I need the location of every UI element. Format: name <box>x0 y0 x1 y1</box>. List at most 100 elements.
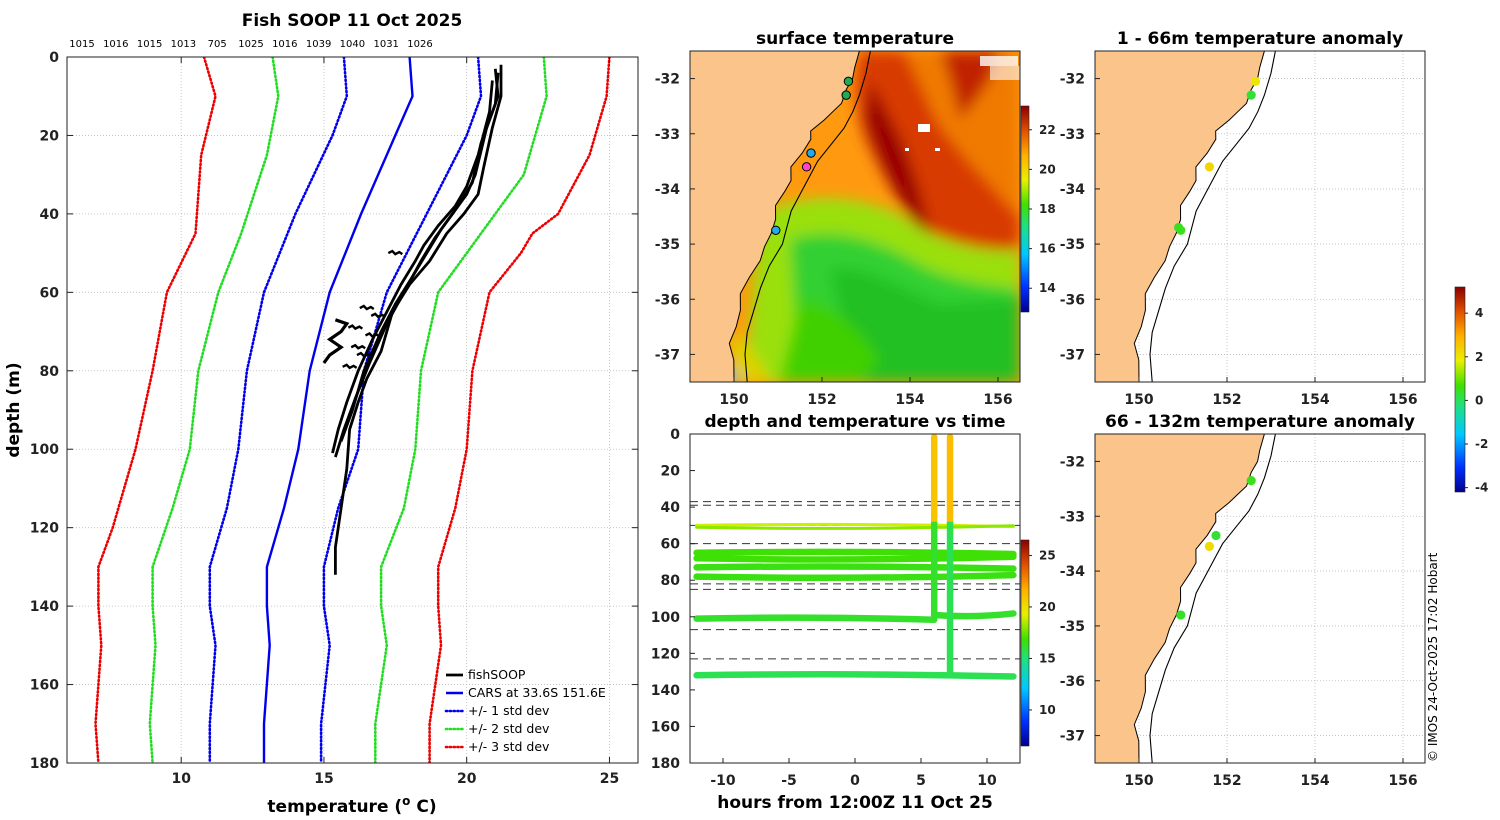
depth-time-colorbar-ticks: 10 15 20 25 <box>1029 548 1056 717</box>
anomaly-66-132-ticks: 150 152 154 156 -32 -33 -34 -35 -36 -37 <box>1060 454 1418 789</box>
profile-xtick-label: 25 <box>600 771 619 787</box>
profile-fragment <box>347 324 364 331</box>
anomaly-1-66-ticks: 150 152 154 156 -32 -33 -34 -35 -36 -37 <box>1060 72 1418 408</box>
legend-label: CARS at 33.6S 151.6E <box>468 685 606 700</box>
map-xtick-label: 152 <box>1212 773 1241 789</box>
depth-time-title: depth and temperature vs time <box>705 412 1006 432</box>
depth-time-track <box>693 671 1017 680</box>
depth-time-xtick-label: 5 <box>916 773 926 789</box>
profile-line--3-std <box>94 57 217 763</box>
depth-time-panel: depth and temperature vs time -10 -5 0 5 100… <box>651 412 1056 813</box>
colorbar-tick-label: -2 <box>1475 437 1488 451</box>
profile-grid <box>67 56 638 764</box>
depth-time-ytick-label: 0 <box>670 427 680 443</box>
map-ytick-label: -34 <box>1060 564 1086 580</box>
depth-time-ytick-label: 180 <box>651 756 680 772</box>
colorbar-tick-label: 0 <box>1475 393 1483 407</box>
depth-time-ytick-label: 160 <box>651 719 680 735</box>
profile-line-cars-mean <box>262 57 414 763</box>
profile-ytick-label: 20 <box>40 128 60 144</box>
profile-legend: fishSOOP CARS at 33.6S 151.6E +/- 1 std de… <box>444 667 606 754</box>
depth-time-ytick-label: 80 <box>661 573 681 589</box>
anomaly-marker <box>1176 610 1186 620</box>
anomaly-1-66-land <box>1095 51 1265 382</box>
depth-time-xtick-label: -5 <box>781 773 797 789</box>
profile-axes-box <box>66 56 639 764</box>
map-xtick-label: 154 <box>1300 392 1329 408</box>
profile-line-fishsoop-cast-d <box>331 80 494 454</box>
depth-time-colorbar <box>1020 539 1030 747</box>
depth-time-track <box>695 524 1015 530</box>
profile-line--1-std <box>319 57 483 763</box>
colorbar-tick-label: 14 <box>1039 281 1056 295</box>
depth-time-track <box>693 571 1017 582</box>
colorbar-tick-label: 4 <box>1475 306 1483 320</box>
map-ytick-label: -32 <box>1060 72 1085 88</box>
map-xtick-label: 156 <box>1388 392 1417 408</box>
profile-xlabel: temperature (o C) <box>267 794 436 817</box>
anomaly-66-132-shelf-contour <box>1149 434 1276 763</box>
station-id-label: 1025 <box>238 39 263 50</box>
profile-ticks: 10 15 20 25 0 20 40 60 80 100 120 140 160 180 <box>30 50 638 787</box>
profile-fragment <box>350 343 366 350</box>
profile-line-fishsoop-fragments <box>322 318 350 364</box>
depth-time-ytick-label: 140 <box>651 683 680 699</box>
anomaly-marker <box>1246 90 1256 100</box>
map-ytick-label: -32 <box>1060 454 1085 470</box>
map-ytick-label: -32 <box>655 72 680 88</box>
station-id-label: 1040 <box>340 39 365 50</box>
anomaly-1-66-shelf-contour <box>1149 51 1276 382</box>
profile-title: Fish SOOP 11 Oct 2025 <box>242 11 463 31</box>
map-ytick-label: -33 <box>1060 127 1085 143</box>
colorbar-tick-label: 20 <box>1039 600 1056 614</box>
sst-land <box>690 51 860 382</box>
colorbar-tick-label: 10 <box>1039 703 1056 717</box>
map-ytick-label: -35 <box>1060 619 1085 635</box>
anomaly-66-132-points <box>1176 476 1256 620</box>
sst-station-marker <box>841 90 851 100</box>
anomaly-66-132-axes-box <box>1094 433 1426 764</box>
map-xtick-label: 152 <box>1212 392 1241 408</box>
anomaly-1-66-title: 1 - 66m temperature anomaly <box>1117 29 1403 49</box>
station-id-label: 1015 <box>69 39 94 50</box>
anomaly-1-66-axes-box <box>1094 50 1426 383</box>
map-ytick-label: -33 <box>655 127 680 143</box>
profile-ytick-label: 160 <box>30 678 59 694</box>
station-id-label: 705 <box>208 39 227 50</box>
colorbar-tick-label: 18 <box>1039 202 1056 216</box>
sst-shelf-contour <box>744 51 871 382</box>
colorbar-tick-label: 15 <box>1039 651 1056 665</box>
station-id-label: 1026 <box>407 39 432 50</box>
profile-ytick-label: 80 <box>40 364 60 380</box>
map-ytick-label: -34 <box>1060 182 1086 198</box>
profile-fragment <box>356 351 372 358</box>
map-xtick-label: 154 <box>1300 773 1329 789</box>
map-xtick-label: 156 <box>983 392 1012 408</box>
sst-station-marker <box>806 148 816 158</box>
legend-label: fishSOOP <box>468 667 526 682</box>
anomaly-marker <box>1211 530 1221 541</box>
profile-ytick-label: 140 <box>30 599 59 615</box>
station-id-label: 1015 <box>137 39 162 50</box>
profile-line--3-std <box>428 57 611 763</box>
anomaly-66-132-panel: 66 - 132m temperature anomaly 150 152 154 1… <box>1060 286 1488 789</box>
profile-ylabel: depth (m) <box>4 362 24 457</box>
map-xtick-label: 154 <box>895 392 924 408</box>
depth-time-xtick-label: 10 <box>977 773 997 789</box>
station-id-label: 1016 <box>272 39 297 50</box>
profile-ytick-label: 180 <box>30 756 59 772</box>
map-ytick-label: -36 <box>1060 674 1085 690</box>
profile-ytick-label: 0 <box>49 50 59 66</box>
depth-time-axes-box <box>689 433 1021 764</box>
colorbar-tick-label: 20 <box>1039 162 1056 176</box>
station-id-labels: 1015 1016 1015 1013 705 1025 1016 1039 1040 1031 1… <box>69 39 432 50</box>
station-id-label: 1031 <box>373 39 398 50</box>
profile-lines <box>94 57 611 763</box>
profile-fragment <box>364 332 381 338</box>
depth-time-ytick-label: 100 <box>651 610 680 626</box>
colorbar-tick-label: 22 <box>1039 123 1056 137</box>
depth-time-ytick-label: 60 <box>661 537 681 553</box>
profile-xtick-label: 15 <box>314 771 333 787</box>
